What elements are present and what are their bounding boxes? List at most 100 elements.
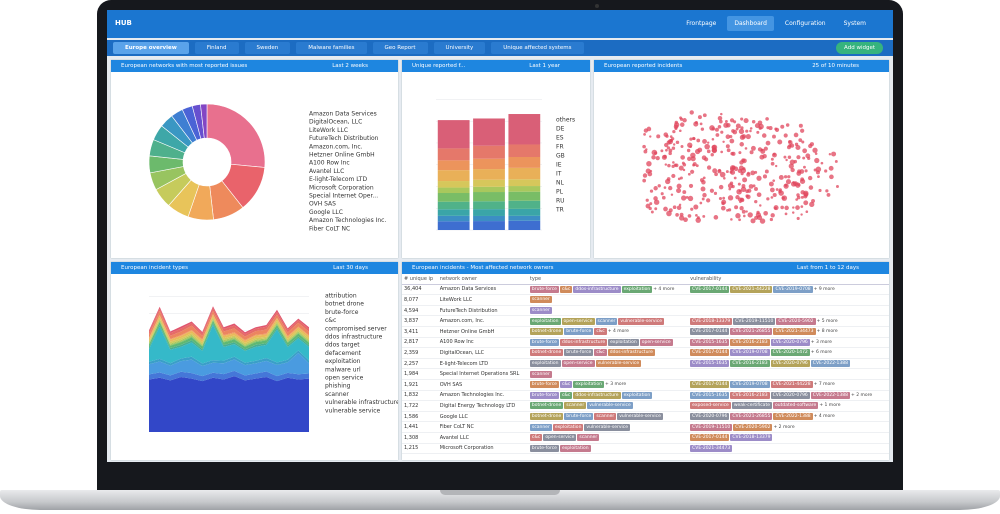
table-row[interactable]: 1,308 Avantel LLC c&c open-service scanner CV…	[402, 432, 889, 444]
table-row[interactable]: 4,594 FutureTech Distribution scanner	[402, 305, 889, 317]
bar-segment	[437, 160, 470, 171]
widget-filter[interactable]: Last 2 weeks	[332, 63, 368, 69]
more-tags[interactable]: + 2 more	[851, 392, 873, 398]
incident-dot	[718, 196, 723, 201]
table-row[interactable]: 1,586 Google LLC botnet-drone brute-force sc…	[402, 411, 889, 423]
bar-segment	[473, 118, 505, 146]
incident-dot	[770, 213, 775, 218]
widget-filter[interactable]: Last 1 year	[529, 63, 560, 69]
table-row[interactable]: 1,215 Microsoft Corporation brute-force exp…	[402, 443, 889, 455]
table-row[interactable]: 2,359 DigitalOcean, LLC botnet-drone brute-…	[402, 347, 889, 359]
tag: brute-force	[564, 349, 594, 357]
incident-dot	[679, 215, 685, 221]
table-row[interactable]: 1,722 Digital Energy Technology LTD botnet…	[402, 400, 889, 412]
area	[149, 324, 309, 364]
incident-dot	[829, 174, 834, 180]
nav-item[interactable]: Dashboard	[727, 16, 774, 31]
more-tags[interactable]: + 4 more	[813, 414, 835, 420]
table-row[interactable]: 1,921 OVH SAS brute-force c&c exploitation + …	[402, 379, 889, 391]
cell-vuln	[688, 294, 889, 306]
nav-item[interactable]: Frontpage	[686, 20, 717, 27]
incident-dot	[784, 183, 788, 187]
incident-dot	[682, 190, 687, 195]
more-tags[interactable]: + 5 more	[816, 318, 838, 324]
legend-label: vulnerable infrastructure	[325, 399, 398, 406]
tab[interactable]: Sweden	[244, 42, 291, 54]
column-header[interactable]: type	[527, 274, 689, 285]
incident-dot	[763, 146, 768, 151]
widget: European incident types Last 30 days 0.2M0…	[111, 262, 398, 460]
widget: Unique reported f... Last 1 year 02M4M6M8M…	[402, 60, 590, 258]
incident-dot	[692, 137, 696, 141]
incident-dot	[687, 156, 692, 161]
more-tags[interactable]: + 2 more	[773, 424, 795, 430]
incident-dot	[664, 163, 668, 166]
column-header[interactable]: # unique ip	[402, 274, 438, 285]
cell-type: botnet-drone scanner vulnerable-service	[527, 400, 689, 412]
incident-dot	[738, 189, 742, 193]
incident-dot	[690, 152, 696, 159]
widget-filter[interactable]: 25 of 10 minutes	[812, 63, 859, 69]
tag: CVE-2017-0144	[690, 434, 730, 442]
table-row[interactable]: 36,404 Amazon Data Services brute-force c&c…	[402, 284, 889, 296]
more-tags[interactable]: + 1 more	[819, 403, 841, 409]
incident-dot	[804, 169, 808, 173]
bar-segment	[473, 215, 505, 222]
nav-item[interactable]: System	[843, 20, 866, 27]
tag: vulnerable-service	[595, 360, 642, 368]
more-tags[interactable]: + 4 more	[607, 329, 629, 335]
more-tags[interactable]: + 3 more	[605, 382, 627, 388]
table-row[interactable]: 3,837 Amazon.com, Inc. exploitation open-se…	[402, 315, 889, 327]
incident-dot	[740, 126, 744, 130]
more-tags[interactable]: + 9 more	[813, 286, 835, 292]
tab[interactable]: Europe overview	[113, 42, 189, 54]
column-header[interactable]: network owner	[437, 274, 528, 285]
more-tags[interactable]: + 3 more	[810, 339, 832, 345]
table-row[interactable]: 3,411 Hetzner Online GmbH botnet-drone brut…	[402, 326, 889, 338]
incident-dot	[678, 165, 684, 171]
column-header[interactable]: vulnerability	[688, 274, 889, 285]
table-row[interactable]: 8,077 LiteWork LLC scanner	[402, 294, 889, 306]
legend-label: phishing	[325, 383, 351, 390]
tab[interactable]: Finland	[194, 42, 239, 54]
table-row[interactable]: 2,817 A100 Row Inc brute-force ddos-infrast…	[402, 337, 889, 349]
tab[interactable]: University	[433, 42, 486, 54]
more-tags[interactable]: + 7 more	[813, 382, 835, 388]
tab[interactable]: Geo Report	[372, 42, 428, 54]
bar-segment	[508, 167, 541, 180]
incident-dot	[783, 133, 788, 138]
incident-dot	[729, 134, 733, 139]
table-row[interactable]: 1,984 Special Internet Operations SRL scan…	[402, 368, 889, 380]
table-row[interactable]: 1,441 Fiber CoLT NC scanner exploitation vul…	[402, 421, 889, 433]
cell-type: botnet-drone brute-force scanner vulnerable…	[527, 411, 689, 423]
incident-dot	[717, 168, 722, 172]
incident-dot	[814, 152, 818, 155]
logo[interactable]: HUB	[115, 19, 132, 27]
legend-label: PL	[556, 189, 564, 196]
table-row[interactable]: 2,257 E-light-Telecom LTD exploitation open…	[402, 358, 889, 370]
widget-filter[interactable]: Last from 1 to 12 days	[797, 265, 859, 271]
incident-dot	[758, 126, 762, 130]
tab[interactable]: Unique affected systems	[491, 42, 584, 54]
tab[interactable]: Malware families	[296, 42, 367, 54]
incident-dot	[671, 173, 676, 179]
more-tags[interactable]: + 4 more	[653, 286, 675, 292]
more-tags[interactable]: + 8 more	[816, 329, 838, 335]
cell-owner: E-light-Telecom LTD	[437, 358, 528, 370]
nav-item[interactable]: Configuration	[784, 20, 826, 27]
legend-label: FR	[556, 144, 564, 151]
bar-segment	[508, 144, 541, 157]
incident-dot	[756, 192, 762, 198]
add-widget-button[interactable]: Add widget	[836, 42, 883, 54]
cell-vuln: CVE-2017-0144 CVE-2019-0708 CVE-2021-44228…	[688, 379, 889, 391]
tag: brute-force	[529, 391, 559, 399]
incident-dot	[741, 134, 747, 139]
incident-dot	[772, 192, 777, 198]
legend-label: Amazon Data Services	[309, 111, 377, 118]
table-row[interactable]: 1,832 Amazon Technologies Inc. brute-force…	[402, 390, 889, 402]
more-tags[interactable]: + 6 more	[810, 350, 832, 356]
cell-ip: 36,404	[402, 284, 438, 296]
bar-segment	[437, 148, 470, 161]
widget-filter[interactable]: Last 30 days	[333, 265, 368, 271]
bar-segment	[473, 158, 505, 170]
